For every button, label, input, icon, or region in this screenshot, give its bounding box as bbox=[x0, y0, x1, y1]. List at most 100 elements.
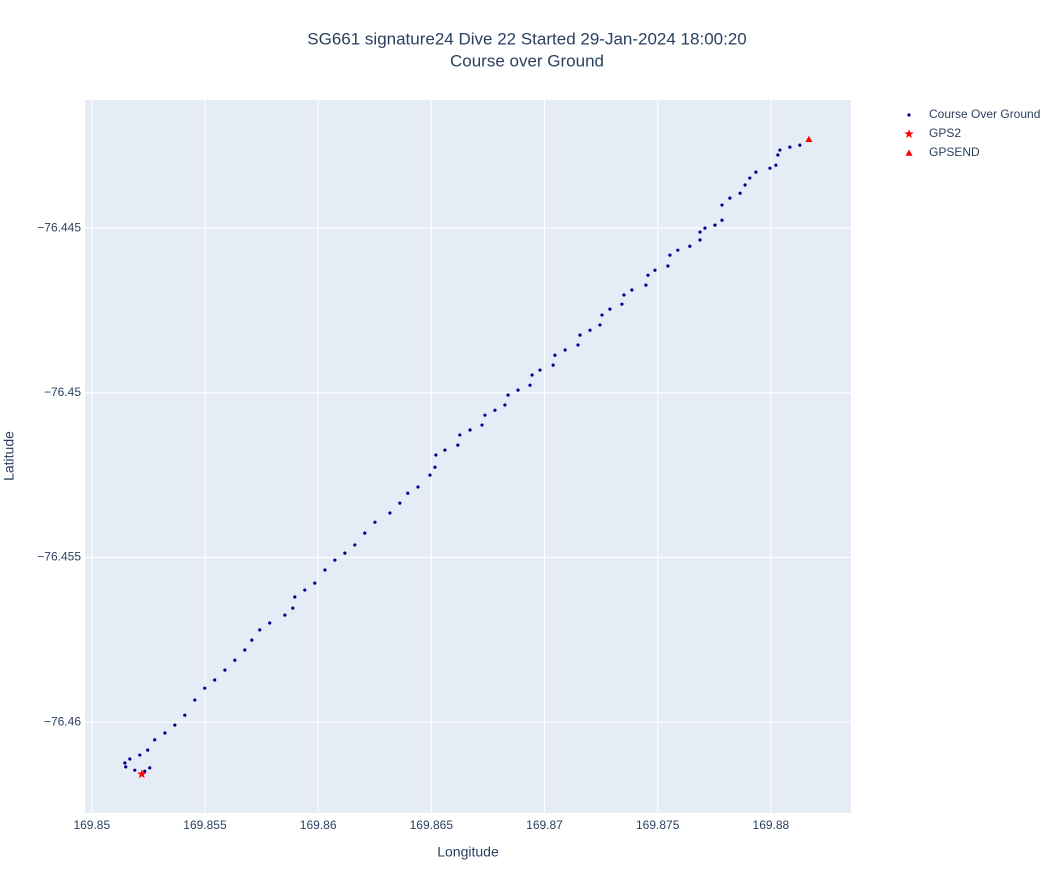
point bbox=[666, 264, 670, 268]
point bbox=[148, 766, 152, 770]
point bbox=[483, 413, 487, 417]
triangle-marker bbox=[905, 149, 913, 156]
point bbox=[776, 153, 780, 157]
point bbox=[268, 621, 272, 625]
point bbox=[563, 348, 567, 352]
y-tick-label: −76.46 bbox=[44, 714, 81, 728]
point bbox=[398, 501, 402, 505]
point bbox=[698, 238, 702, 242]
point bbox=[530, 373, 534, 377]
point bbox=[303, 588, 307, 592]
point bbox=[213, 678, 217, 682]
point bbox=[644, 283, 648, 287]
point bbox=[493, 408, 497, 412]
point bbox=[146, 748, 150, 752]
point bbox=[754, 170, 758, 174]
point bbox=[468, 428, 472, 432]
point bbox=[676, 248, 680, 252]
point bbox=[313, 581, 317, 585]
plot-area bbox=[85, 100, 851, 813]
point bbox=[630, 288, 634, 292]
legend-label: GPSEND bbox=[929, 145, 980, 159]
x-tick-label: 169.855 bbox=[183, 818, 227, 832]
point bbox=[703, 226, 707, 230]
point bbox=[646, 273, 650, 277]
point bbox=[576, 343, 580, 347]
point bbox=[608, 307, 612, 311]
point bbox=[353, 543, 357, 547]
point bbox=[588, 328, 592, 332]
point bbox=[163, 731, 167, 735]
point bbox=[480, 423, 484, 427]
point bbox=[788, 145, 792, 149]
point bbox=[183, 713, 187, 717]
point bbox=[283, 613, 287, 617]
point bbox=[133, 768, 137, 772]
point bbox=[363, 531, 367, 535]
x-tick-label: 169.86 bbox=[300, 818, 337, 832]
y-tick-label: −76.455 bbox=[37, 550, 81, 564]
point bbox=[458, 433, 462, 437]
point bbox=[293, 595, 297, 599]
point bbox=[406, 491, 410, 495]
point bbox=[907, 113, 911, 117]
point bbox=[443, 448, 447, 452]
y-axis-label: Latitude bbox=[1, 431, 17, 481]
point bbox=[233, 658, 237, 662]
legend-item: GPSEND bbox=[905, 145, 980, 159]
point bbox=[124, 765, 128, 769]
point bbox=[373, 520, 377, 524]
star-marker bbox=[137, 769, 147, 779]
point bbox=[203, 686, 207, 690]
point bbox=[748, 176, 752, 180]
point bbox=[416, 485, 420, 489]
point bbox=[774, 163, 778, 167]
point bbox=[778, 148, 782, 152]
point bbox=[720, 203, 724, 207]
point bbox=[434, 453, 438, 457]
chart-subtitle: Course over Ground bbox=[450, 51, 604, 70]
point bbox=[553, 353, 557, 357]
point bbox=[768, 166, 772, 170]
point bbox=[456, 443, 460, 447]
x-tick-label: 169.865 bbox=[410, 818, 454, 832]
point bbox=[428, 473, 432, 477]
point bbox=[622, 293, 626, 297]
point bbox=[503, 403, 507, 407]
x-tick-label: 169.88 bbox=[753, 818, 790, 832]
point bbox=[538, 368, 542, 372]
point bbox=[223, 668, 227, 672]
legend-item: GPS2 bbox=[904, 126, 961, 140]
point bbox=[598, 323, 602, 327]
point bbox=[743, 183, 747, 187]
point bbox=[243, 648, 247, 652]
point bbox=[506, 393, 510, 397]
series bbox=[123, 143, 802, 773]
point bbox=[123, 761, 127, 765]
legend-label: Course Over Ground bbox=[929, 107, 1040, 121]
point bbox=[138, 753, 142, 757]
x-tick-label: 169.875 bbox=[636, 818, 680, 832]
chart-title: SG661 signature24 Dive 22 Started 29-Jan… bbox=[307, 29, 746, 48]
point bbox=[193, 698, 197, 702]
point bbox=[798, 143, 802, 147]
point bbox=[343, 551, 347, 555]
point bbox=[728, 196, 732, 200]
legend-label: GPS2 bbox=[929, 126, 961, 140]
point bbox=[551, 363, 555, 367]
x-tick-label: 169.85 bbox=[73, 818, 110, 832]
point bbox=[143, 769, 147, 773]
star-marker bbox=[904, 129, 914, 139]
point bbox=[578, 333, 582, 337]
point bbox=[713, 223, 717, 227]
point bbox=[653, 268, 657, 272]
point bbox=[323, 568, 327, 572]
point bbox=[333, 558, 337, 562]
point bbox=[128, 757, 132, 761]
triangle-marker bbox=[805, 135, 813, 142]
point bbox=[600, 313, 604, 317]
point bbox=[698, 230, 702, 234]
point bbox=[720, 218, 724, 222]
point bbox=[173, 723, 177, 727]
